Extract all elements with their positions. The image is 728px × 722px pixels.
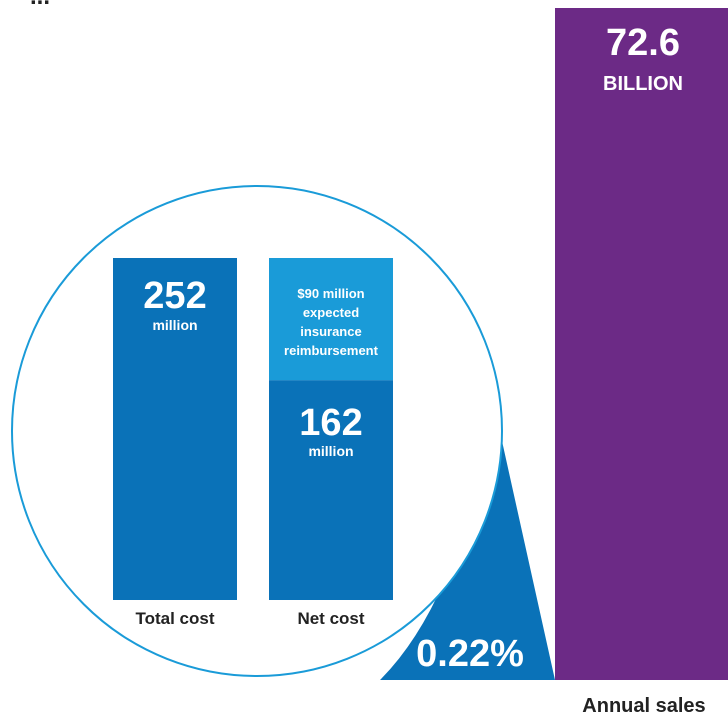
reimbursement-line-3: insurance xyxy=(300,324,361,339)
sales-unit-label: BILLION xyxy=(603,73,683,95)
reimbursement-line-2: expected xyxy=(303,305,359,320)
reimbursement-line-1: $90 million xyxy=(297,286,364,301)
reimbursement-line-4: reimbursement xyxy=(284,343,379,358)
share-percent-label: 0.22% xyxy=(416,633,524,675)
total-cost-value-label: 252 xyxy=(143,275,206,317)
total-cost-bar xyxy=(113,258,237,600)
sales-value-label: 72.6 xyxy=(606,22,680,64)
total-cost-unit-label: million xyxy=(152,317,197,333)
total-cost-category-label: Total cost xyxy=(135,609,214,628)
net-cost-value-label: 162 xyxy=(299,402,362,444)
net-cost-bar xyxy=(269,380,393,600)
annual-sales-bar xyxy=(555,8,728,680)
title-fragment: ... xyxy=(30,0,50,10)
net-cost-unit-label: million xyxy=(308,443,353,459)
net-cost-category-label: Net cost xyxy=(297,609,364,628)
magnifier-circle xyxy=(11,185,503,677)
sales-category-label: Annual sales xyxy=(582,695,705,717)
reimbursement-segment xyxy=(269,258,393,381)
